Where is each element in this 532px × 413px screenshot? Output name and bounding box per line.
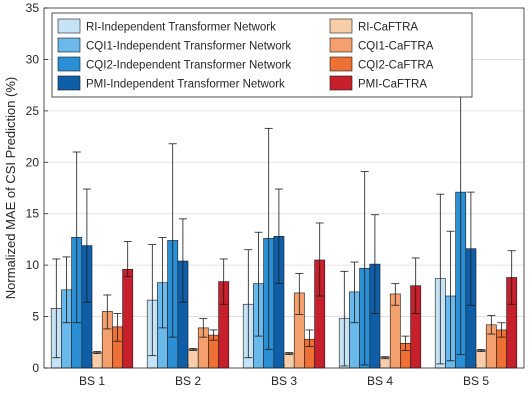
legend-label: CQI2-Independent Transformer Network — [86, 60, 291, 72]
y-tick-label: 15 — [26, 207, 40, 221]
legend-swatch — [329, 18, 353, 34]
bar — [187, 349, 199, 369]
y-tick-label: 35 — [26, 1, 40, 15]
x-tick-label: BS 4 — [367, 374, 393, 388]
legend-label: CQI2-CaFTRA — [358, 60, 434, 72]
y-axis-ticks: 0 5 10 15 20 25 30 35 — [26, 1, 48, 375]
legend-swatch — [57, 37, 81, 53]
y-tick-label: 10 — [26, 258, 40, 272]
bar — [283, 353, 295, 369]
y-tick-label: 20 — [26, 155, 40, 169]
legend-swatch — [329, 37, 353, 53]
legend-swatch — [57, 56, 81, 72]
bar — [475, 350, 487, 369]
y-tick-label: 25 — [26, 104, 40, 118]
legend-label: CQI1-Independent Transformer Network — [86, 41, 291, 53]
x-tick-label: BS 2 — [175, 374, 201, 388]
legend-swatch — [57, 75, 81, 91]
y-tick-label: 5 — [32, 310, 39, 324]
legend-label: PMI-Independent Transformer Network — [86, 79, 285, 91]
bar — [122, 268, 134, 369]
x-tick-label: BS 3 — [271, 374, 297, 388]
error-bars-layer — [52, 29, 516, 367]
bar — [379, 357, 391, 369]
x-axis-ticks: BS 1 BS 2 BS 3 BS 4 BS 5 — [79, 364, 489, 388]
legend-swatch — [57, 18, 81, 34]
y-tick-label: 30 — [26, 52, 40, 66]
legend-swatch — [329, 56, 353, 72]
x-tick-label: BS 5 — [463, 374, 489, 388]
x-tick-label: BS 1 — [79, 374, 105, 388]
legend-label: PMI-CaFTRA — [358, 79, 427, 91]
legend-label: CQI1-CaFTRA — [358, 41, 434, 53]
y-tick-label: 0 — [32, 361, 39, 375]
legend-swatch — [329, 75, 353, 91]
y-axis-label: Normalized MAE of CSI Prediction (%) — [3, 77, 18, 300]
legend-label: RI-CaFTRA — [358, 22, 418, 34]
bar — [91, 352, 103, 369]
legend: RI-Independent Transformer Network CQI1-I… — [51, 12, 473, 98]
legend-label: RI-Independent Transformer Network — [86, 22, 276, 34]
legend-box — [51, 12, 473, 98]
